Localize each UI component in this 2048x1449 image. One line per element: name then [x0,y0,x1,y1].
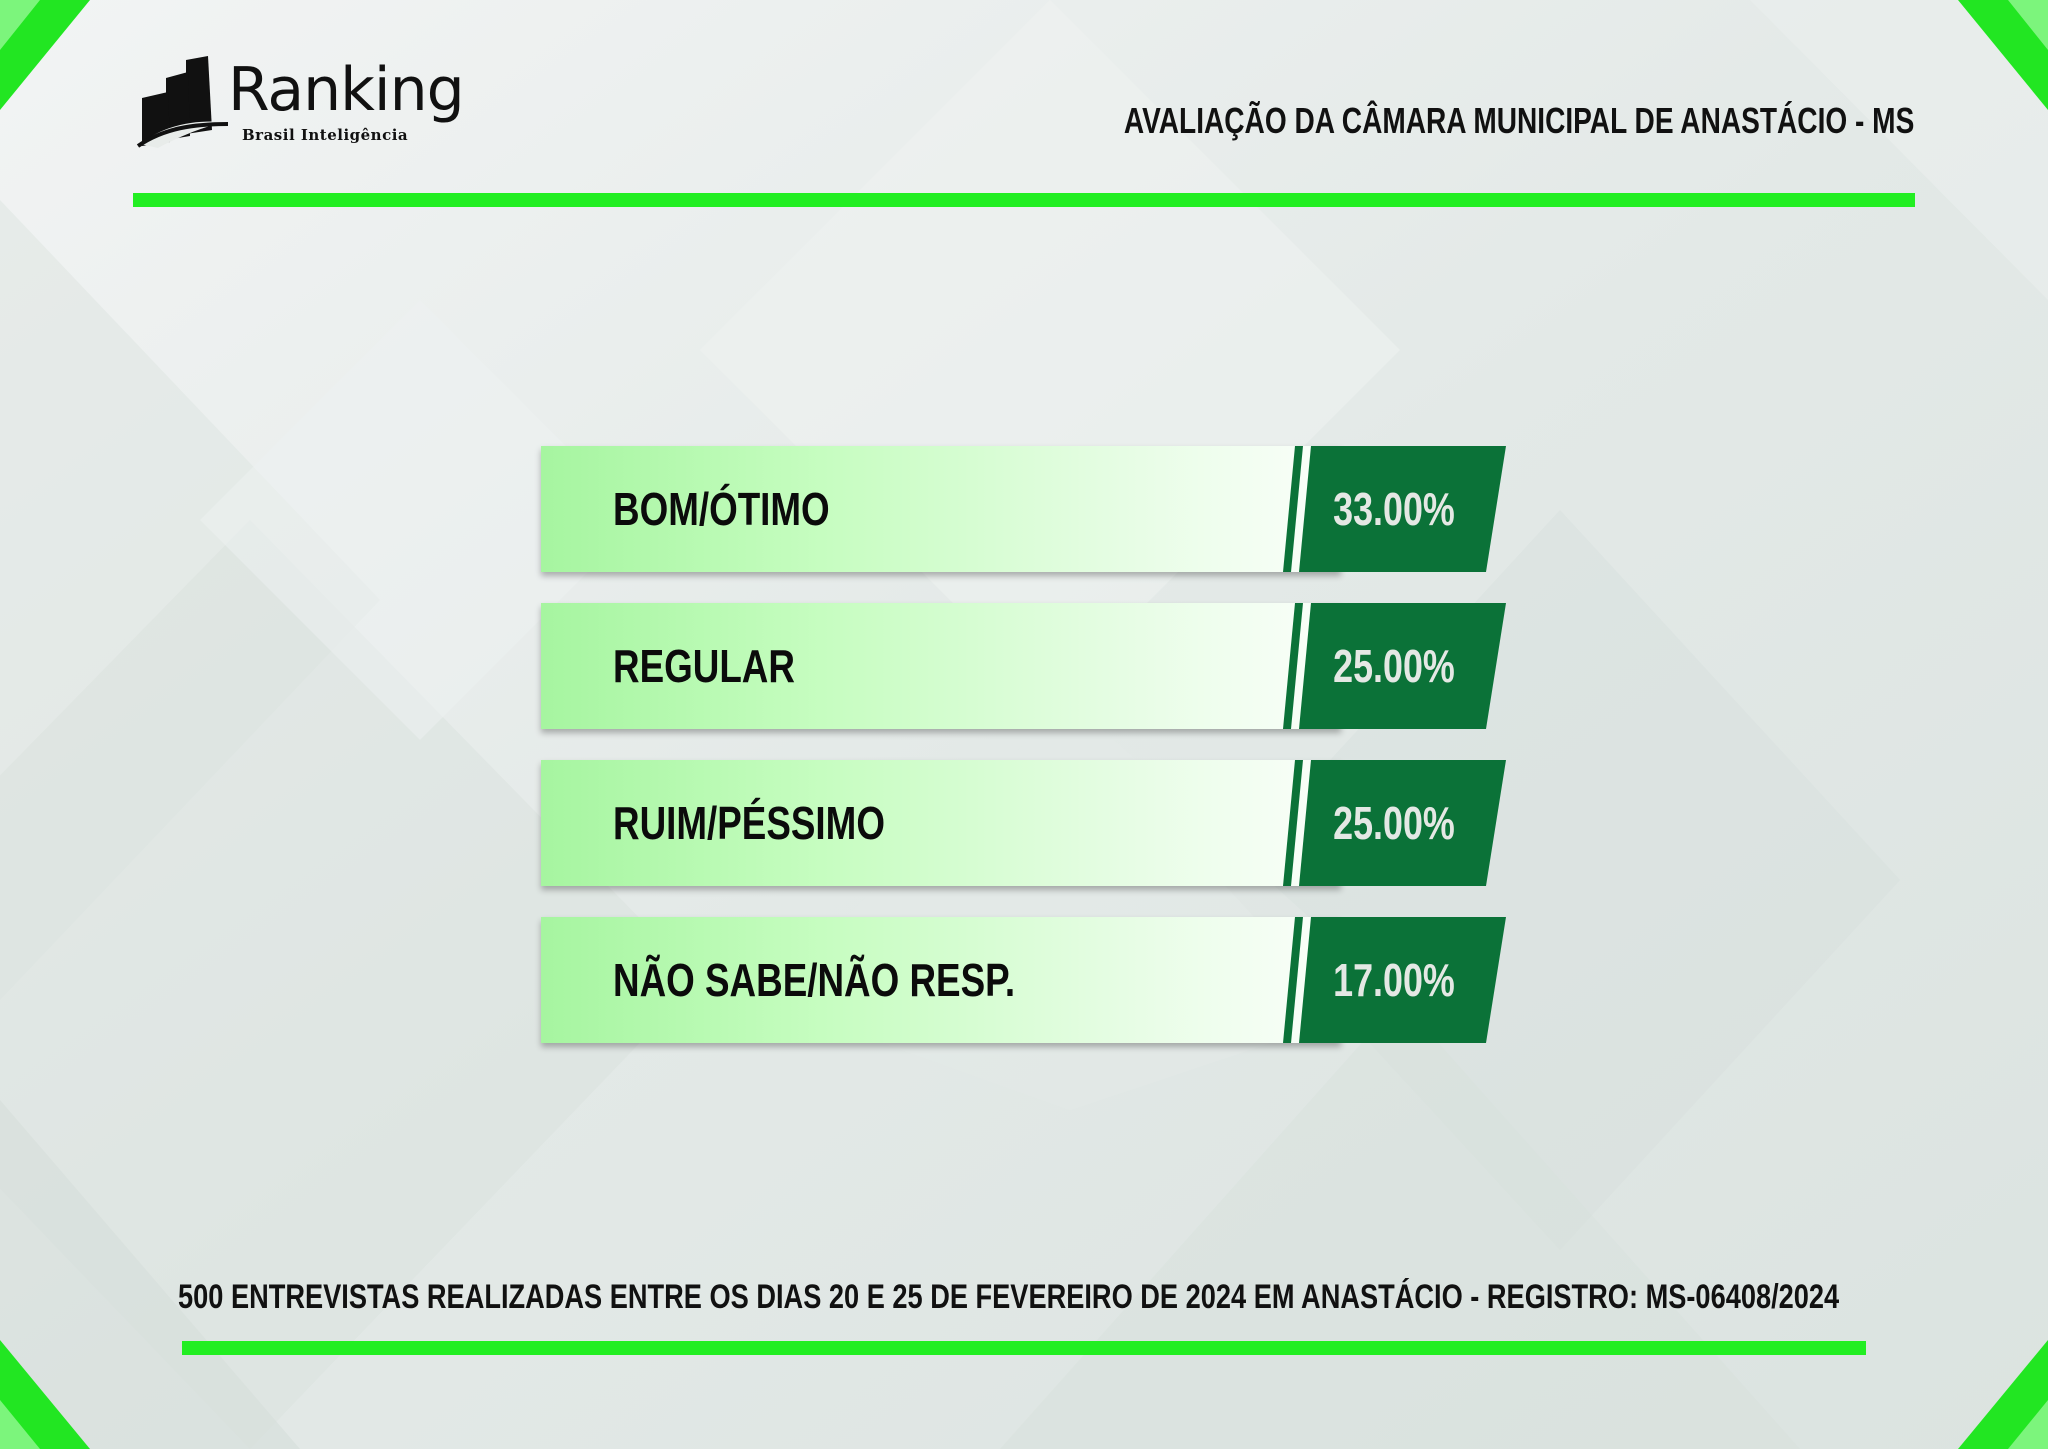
bar [1299,446,1506,572]
ranking-logo: Ranking Brasil Inteligência [136,54,466,150]
bar-value-panel [1283,917,1506,1043]
bar [1299,760,1506,886]
page-title: AVALIAÇÃO DA CÂMARA MUNICIPAL DE ANASTÁC… [1123,100,1914,141]
bar-label-panel [541,917,1341,1043]
bar-accent-stripe [1283,603,1303,729]
bottom-divider [182,1341,1866,1355]
bar-category-label: RUIM/PÉSSIMO [613,797,885,849]
bar-value-panel [1283,446,1506,572]
bar-row: RUIM/PÉSSIMO 25.00% [541,760,1506,888]
bar-row: NÃO SABE/NÃO RESP. 17.00% [541,917,1506,1045]
bar-label-panel [541,446,1341,572]
bar-value-label: 17.00% [1333,954,1455,1006]
bar-label-panel [541,603,1341,729]
bar-value-label: 25.00% [1333,640,1455,692]
bar-value-label: 25.00% [1333,797,1455,849]
bar-accent-stripe [1283,917,1303,1043]
bar [1299,603,1506,729]
bar-value-panel [1283,760,1506,886]
bar-category-label: BOM/ÓTIMO [613,483,830,535]
bar-category-label: NÃO SABE/NÃO RESP. [613,954,1016,1006]
bar-accent-stripe [1283,760,1303,886]
bar-category-label: REGULAR [613,640,795,692]
bar [1299,917,1506,1043]
survey-footnote: 500 ENTREVISTAS REALIZADAS ENTRE OS DIAS… [178,1278,1840,1316]
bar-row: REGULAR 25.00% [541,603,1506,731]
logo-mark-icon [136,56,229,148]
bar-value-label: 33.00% [1333,483,1455,535]
bar-value-panel [1283,603,1506,729]
top-divider [133,193,1915,207]
bar-row: BOM/ÓTIMO 33.00% [541,446,1506,574]
bar-label-panel [541,760,1341,886]
bar-accent-stripe [1283,446,1303,572]
logo-name: Ranking [228,55,465,125]
logo-subtitle: Brasil Inteligência [242,126,409,144]
